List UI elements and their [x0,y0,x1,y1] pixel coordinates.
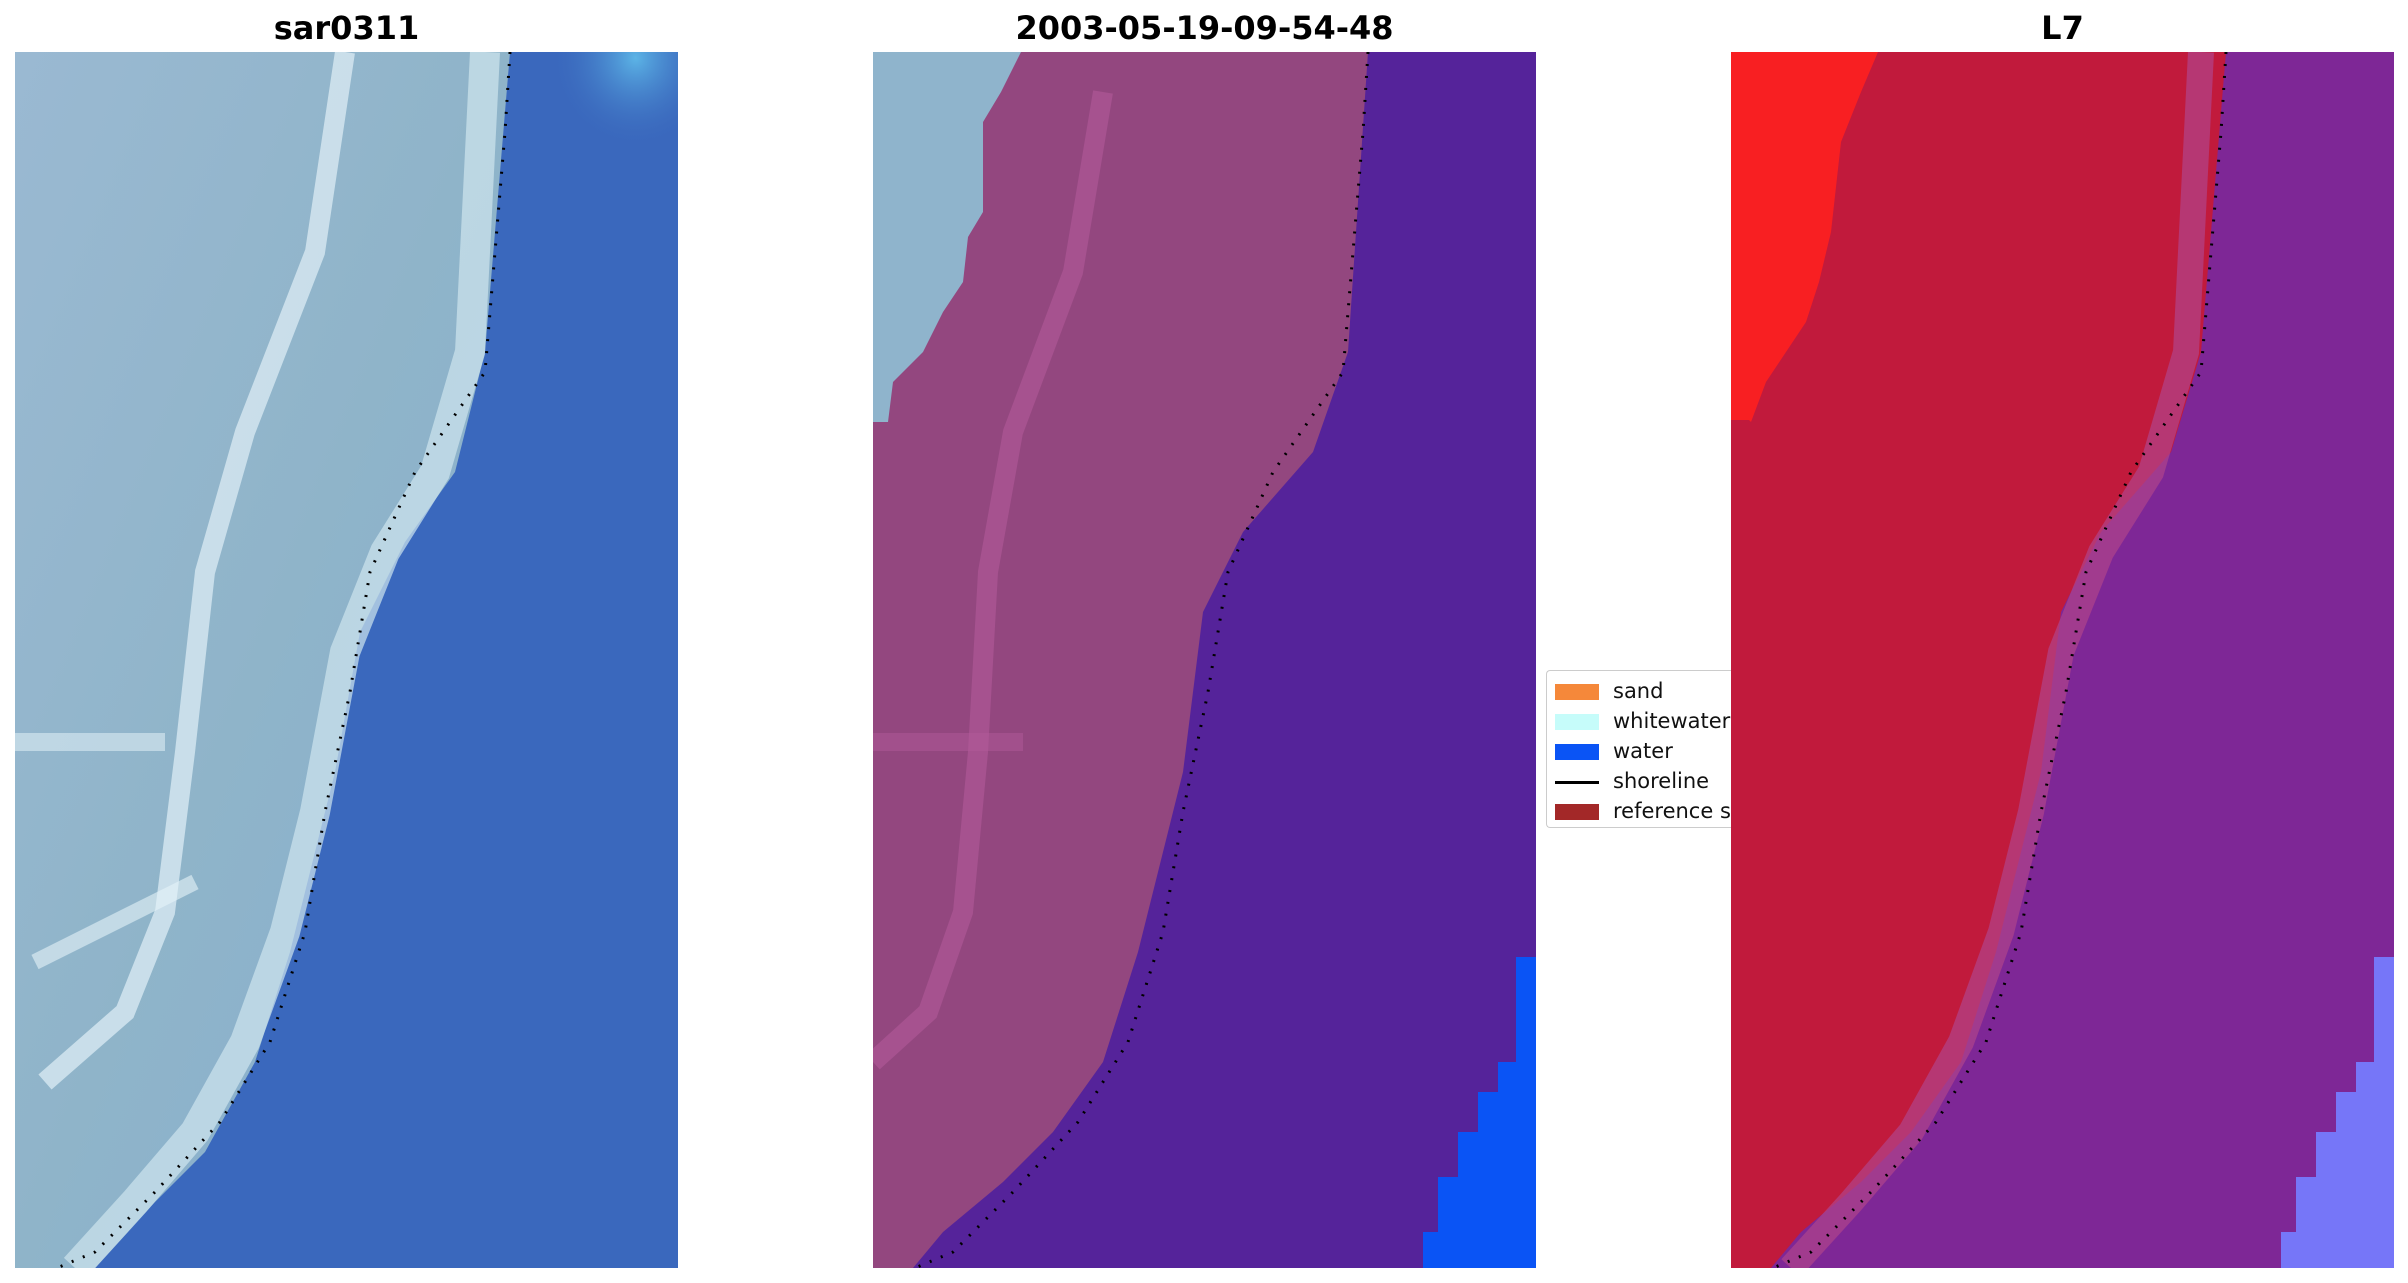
legend-swatch-water [1555,744,1599,760]
rgb-image-svg [15,52,678,1268]
rgb-road-1 [38,52,355,1090]
class-road-1 [873,90,1113,1070]
panel-index-image [1731,52,2394,1268]
legend-swatch-whitewater [1555,714,1599,730]
legend-item-sand: sand [1547,675,1736,705]
class-land-area [873,52,1368,1268]
legend-item-shoreline: shoreline [1547,765,1736,795]
legend-item-water: water [1547,735,1736,765]
class-unclassified-land [873,52,1021,422]
legend-item-reference: reference s [1547,795,1736,825]
index-transition-band [1781,52,2214,1268]
classified-image-svg [873,52,1536,1268]
legend-line-shoreline [1555,781,1599,784]
rgb-surf-band [63,52,500,1268]
legend-swatch-reference [1555,804,1599,820]
panel-title-classified: 2003-05-19-09-54-48 [1015,9,1394,47]
legend-swatch-sand [1555,684,1599,700]
legend: sand whitewater water shoreline referenc… [1546,670,1736,828]
panel-title-rgb: sar0311 [273,9,420,47]
class-water-class-area [1423,957,1536,1268]
legend-label-water: water [1613,739,1673,763]
index-image-svg [1731,52,2394,1268]
rgb-road-3 [31,874,199,970]
legend-label-shoreline: shoreline [1613,769,1710,793]
index-sand-bright [1731,52,1878,422]
legend-label-whitewater: whitewater [1613,709,1731,733]
panel-rgb-image [15,52,678,1268]
legend-item-whitewater: whitewater [1547,705,1736,735]
panel-classified-image [873,52,1536,1268]
index-land-area [1731,52,2226,1268]
legend-label-reference: reference s [1613,799,1731,823]
panel-title-index: L7 [2041,9,2084,47]
index-lightwater-area [2281,957,2394,1268]
legend-label-sand: sand [1613,679,1664,703]
